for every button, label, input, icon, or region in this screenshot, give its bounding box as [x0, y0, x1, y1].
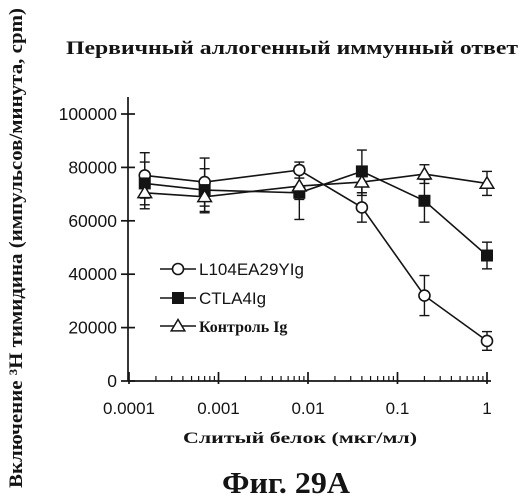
legend: L104EA29YIg CTLA4Ig Контроль Ig — [160, 260, 304, 336]
figure-caption: Фиг. 29A — [222, 465, 351, 500]
legend-marker — [171, 320, 185, 331]
y-tick-label: 20000 — [68, 318, 117, 338]
legend-label: CTLA4Ig — [199, 289, 266, 308]
data-point — [419, 290, 430, 301]
y-tick-label: 0 — [107, 371, 117, 391]
legend-marker — [173, 293, 184, 304]
y-axis-label: Включение ³H тимидина (импульсов/минута,… — [6, 8, 27, 488]
data-point — [419, 195, 430, 206]
y-tick-label: 40000 — [68, 264, 117, 284]
legend-label: L104EA29YIg — [199, 260, 304, 279]
x-tick-label: 1 — [482, 399, 491, 418]
y-tick-label: 80000 — [68, 157, 117, 177]
chart-title: Первичный аллогенный иммунный ответ — [66, 38, 519, 59]
y-tick-label: 100000 — [59, 104, 118, 124]
data-point — [356, 202, 367, 213]
data-point — [294, 165, 305, 176]
x-tick-label: 0.0001 — [103, 399, 155, 418]
legend-label: Контроль Ig — [199, 319, 287, 336]
x-tick-label: 0.1 — [386, 399, 410, 418]
x-tick-label: 0.001 — [197, 399, 240, 418]
x-axis-label: Слитый белок (мкг/мл) — [183, 430, 417, 447]
x-tick-label: 0.01 — [291, 399, 324, 418]
data-point — [482, 250, 493, 261]
series-line — [145, 174, 487, 197]
legend-marker — [173, 264, 184, 275]
series-line — [145, 171, 487, 255]
plot-area: 0 20000 40000 60000 80000 100000 0.0001 0.001 0.… — [59, 97, 494, 418]
y-tick-label: 60000 — [68, 211, 117, 231]
data-point — [482, 335, 493, 346]
data-point — [418, 168, 432, 179]
